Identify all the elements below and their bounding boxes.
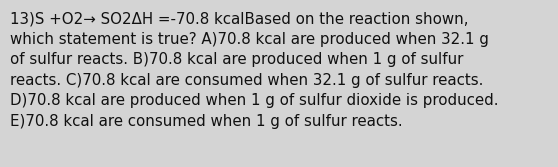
Text: 13)S +O2→ SO2ΔH =-70.8 kcalBased on the reaction shown,
which statement is true?: 13)S +O2→ SO2ΔH =-70.8 kcalBased on the … [10, 12, 498, 129]
